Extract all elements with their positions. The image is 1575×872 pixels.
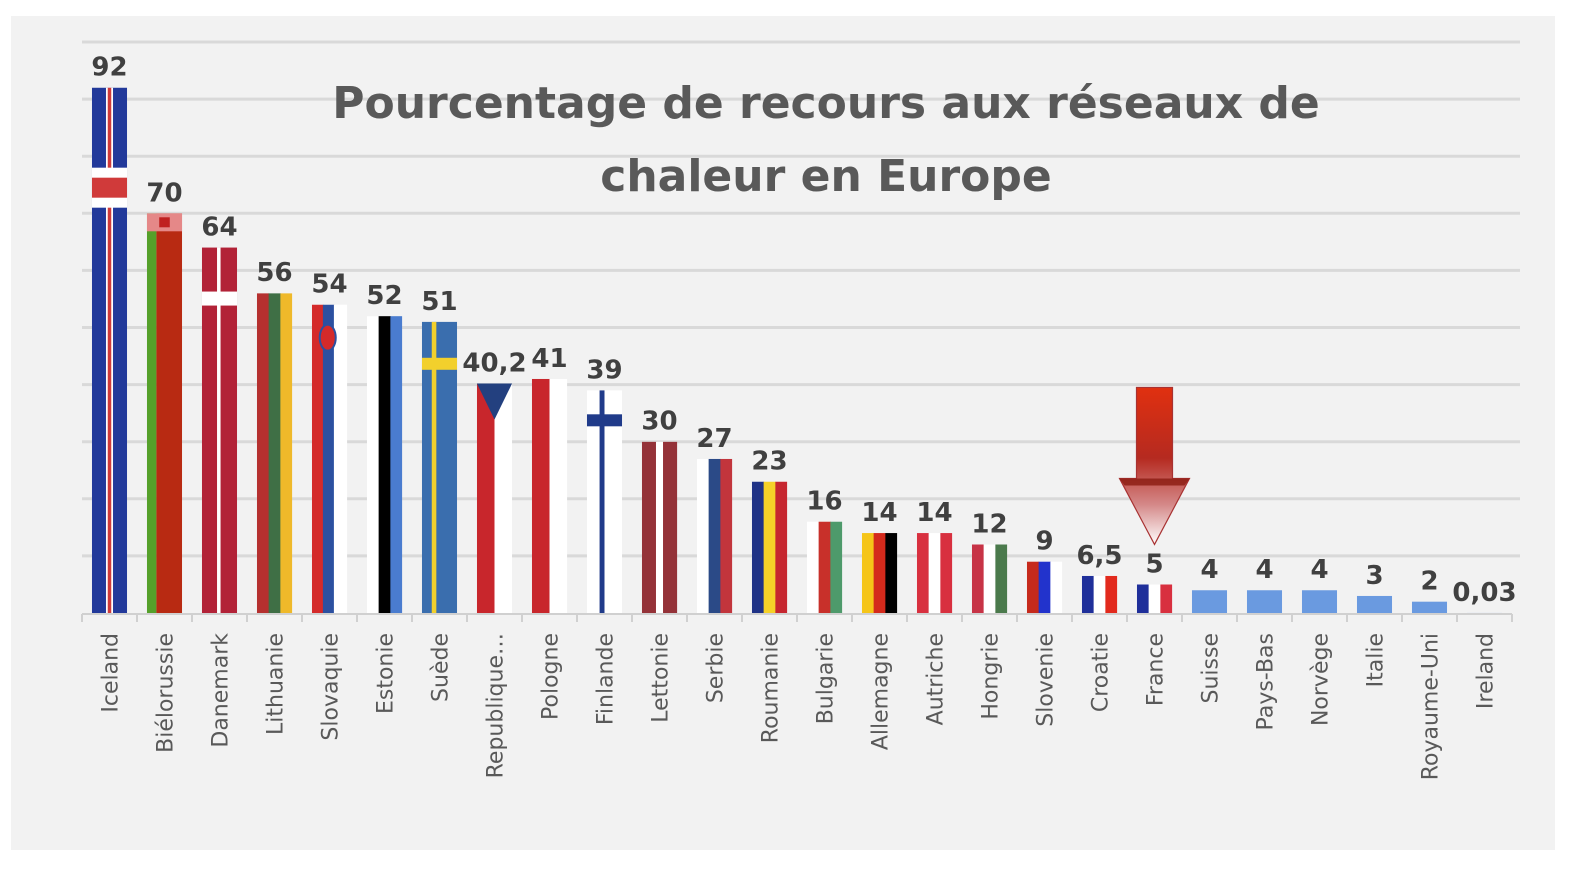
category-label: Slovenie [1034, 633, 1059, 727]
data-label: 64 [201, 213, 237, 243]
data-label: 23 [751, 447, 787, 477]
bar [916, 533, 953, 613]
bar [1191, 590, 1228, 613]
bar [1356, 595, 1393, 613]
data-label: 39 [586, 355, 622, 385]
category-label: Iceland [99, 633, 124, 713]
x-axis [81, 613, 1513, 622]
bar [641, 441, 678, 613]
chart-title-line-1: Pourcentage de recours aux réseaux de [332, 78, 1320, 129]
category-label: Pays-Bas [1254, 633, 1279, 730]
bar [1026, 561, 1063, 613]
bar [1301, 590, 1338, 613]
data-label: 27 [696, 424, 732, 454]
category-label: France [1144, 633, 1169, 706]
data-label: 4 [1310, 555, 1328, 585]
bar [1081, 575, 1118, 613]
bar [421, 321, 458, 613]
category-label: Roumanie [759, 633, 784, 743]
bar [311, 304, 348, 613]
data-label: 14 [861, 498, 897, 528]
data-label: 12 [971, 509, 1007, 539]
data-label: 30 [641, 407, 677, 437]
category-label: Republique… [484, 633, 509, 778]
bar [256, 293, 293, 613]
category-labels: Iceland Biélorussie Danemark Lithuanie Slova… [99, 633, 1499, 781]
bar [91, 87, 128, 614]
category-label: Bulgarie [814, 633, 839, 724]
data-label: 92 [91, 53, 127, 83]
data-label: 54 [311, 270, 347, 300]
category-label: Hongrie [979, 633, 1004, 720]
category-label: Italie [1364, 633, 1389, 687]
arrow-down-icon [1118, 386, 1191, 546]
category-label: Pologne [539, 633, 564, 720]
data-label: 4 [1255, 555, 1273, 585]
data-label: 9 [1035, 527, 1053, 557]
bar [531, 378, 568, 613]
bars [91, 87, 1503, 614]
category-label: Autriche [924, 633, 949, 725]
category-label: Lithuanie [264, 633, 289, 735]
data-label: 51 [421, 287, 457, 317]
category-label: Suède [429, 633, 454, 702]
category-label: Danemark [209, 633, 234, 748]
data-label: 40,2 [462, 348, 526, 378]
category-label: Lettonie [649, 633, 674, 723]
bar [861, 533, 898, 613]
data-label: 3 [1365, 561, 1383, 591]
data-label: 56 [256, 258, 292, 288]
category-label: Norvège [1309, 633, 1334, 726]
category-label: Allemagne [869, 633, 894, 750]
data-label: 6,5 [1076, 541, 1122, 571]
category-label: Ireland [1474, 633, 1499, 709]
data-label: 52 [366, 281, 402, 311]
category-label: Finlande [594, 633, 619, 725]
data-label: 0,03 [1452, 578, 1516, 608]
data-label: 70 [146, 178, 182, 208]
bar [586, 390, 623, 613]
category-label: Estonie [374, 633, 399, 714]
category-label: Serbie [704, 633, 729, 703]
bar [146, 213, 183, 614]
bar [366, 316, 403, 613]
category-label: Royaume-Uni [1419, 633, 1444, 780]
bar [971, 544, 1008, 613]
annotations [1118, 386, 1191, 546]
bar [476, 383, 513, 613]
category-label: Slovaquie [319, 633, 344, 741]
chart-panel: 92 70 64 56 54 52 51 40,2 41 39 30 27 23 16 14 14 12 9 6,5… [11, 16, 1555, 850]
bar [1136, 584, 1173, 613]
bar [696, 458, 733, 613]
data-label: 5 [1145, 549, 1163, 579]
category-label: Suisse [1199, 633, 1224, 703]
bar [1411, 601, 1448, 613]
bar [806, 521, 843, 613]
bar [751, 481, 788, 613]
data-label: 14 [916, 498, 952, 528]
category-label: Biélorussie [154, 633, 179, 753]
chart-title-line-2: chaleur en Europe [600, 151, 1052, 202]
category-label: Croatie [1089, 633, 1114, 712]
data-label: 41 [531, 344, 567, 374]
data-label: 16 [806, 487, 842, 517]
bar [1246, 590, 1283, 613]
bar [201, 247, 238, 613]
data-label: 4 [1200, 555, 1218, 585]
data-label: 2 [1420, 567, 1438, 597]
